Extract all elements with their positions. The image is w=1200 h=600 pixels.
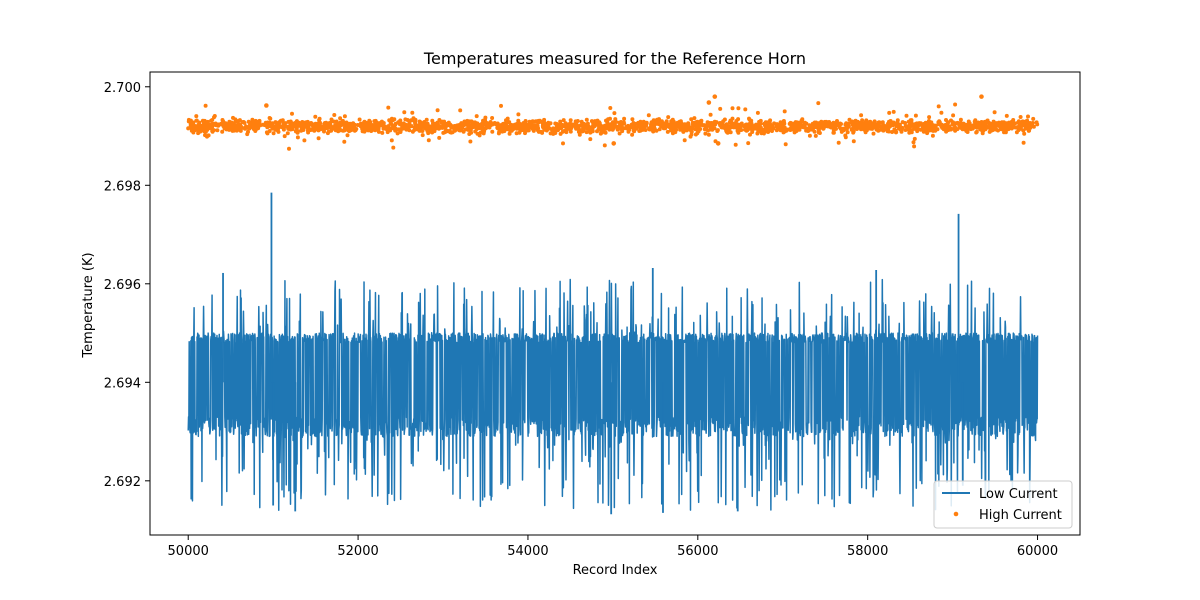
high-current-outlier-point: [611, 141, 617, 146]
legend-high-current-swatch: [953, 511, 959, 517]
high-current-outlier-point: [712, 94, 718, 99]
legend-low-current-label: Low Current: [979, 487, 1058, 502]
x-tick-label: 54000: [507, 544, 548, 559]
x-tick-label: 56000: [677, 544, 718, 559]
x-tick-label: 60000: [1017, 544, 1058, 559]
y-tick-label: 2.694: [104, 376, 141, 391]
y-tick-label: 2.696: [104, 278, 141, 293]
y-tick-label: 2.700: [104, 81, 141, 96]
y-tick-label: 2.698: [104, 179, 141, 194]
high-current-outlier-point: [264, 103, 269, 108]
chart-title: Temperatures measured for the Reference …: [423, 49, 806, 68]
high-current-scatter-points: [186, 101, 1040, 151]
high-current-outlier-point: [715, 141, 721, 146]
x-tick-label: 52000: [337, 544, 378, 559]
x-tick-label: 50000: [168, 544, 209, 559]
axes: 50000 52000 54000 56000 58000 60000 2.692 2.694…: [104, 71, 1081, 559]
y-tick-label: 2.692: [104, 475, 141, 490]
high-current-outlier-point: [979, 94, 984, 99]
high-current-outlier-point: [706, 100, 712, 105]
x-tick-label: 58000: [847, 544, 888, 559]
axes-frame: [149, 71, 1081, 536]
legend: Low Current High Current: [933, 480, 1073, 529]
legend-high-current-label: High Current: [979, 508, 1062, 523]
low-current-series-line: [187, 278, 1039, 511]
y-axis-label: Temperature (K): [81, 252, 96, 358]
x-axis-label: Record Index: [573, 563, 658, 578]
plot-area: [186, 94, 1040, 515]
